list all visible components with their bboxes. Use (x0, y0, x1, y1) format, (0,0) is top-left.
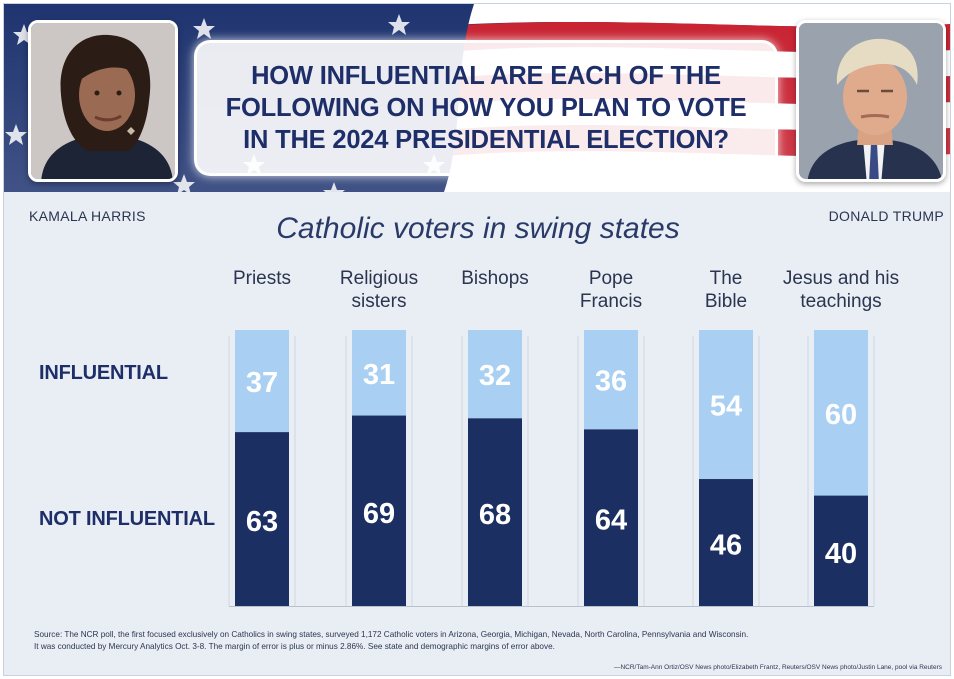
category-label: Bishops (461, 268, 529, 289)
value-label-not-influential: 68 (479, 499, 511, 531)
category-label: Pope Francis (580, 268, 642, 312)
value-label-not-influential: 69 (363, 498, 395, 530)
value-label-not-influential: 63 (246, 506, 278, 538)
photo-credit: —NCR/Tam-Ann Ortiz/OSV News photo/Elizab… (613, 664, 942, 671)
bar-influential (814, 330, 868, 496)
question-line: HOW INFLUENTIAL ARE EACH OF THE (251, 62, 721, 90)
legend-not-influential: NOT INFLUENTIAL (39, 508, 215, 530)
value-label-influential: 31 (363, 359, 395, 391)
value-label-influential: 54 (710, 391, 742, 423)
value-label-influential: 36 (595, 366, 627, 398)
bar-influential (352, 330, 406, 416)
left-candidate-name: KAMALA HARRIS (29, 208, 146, 224)
bar-influential (699, 330, 753, 480)
category-label: Priests (233, 268, 291, 289)
source-note: Source: The NCR poll, the first focused … (34, 629, 934, 653)
value-label-not-influential: 46 (710, 530, 742, 562)
right-candidate-name: DONALD TRUMP (828, 208, 944, 224)
question-title: HOW INFLUENTIAL ARE EACH OF THE FOLLOWIN… (226, 60, 747, 156)
category-label: The Bible (705, 268, 747, 312)
value-label-influential: 32 (479, 360, 511, 392)
value-label-not-influential: 64 (595, 505, 627, 537)
legend-influential: INFLUENTIAL (39, 362, 168, 384)
bar-not-influential (584, 429, 638, 606)
stacked-bar-chart: 37 63 Priests 31 69 Religious sisters 32 68 Bisho… (228, 268, 899, 607)
bar-influential (468, 330, 522, 419)
bar-not-influential (235, 432, 289, 606)
donald-trump-photo (796, 20, 946, 182)
category-label: Religious sisters (340, 268, 418, 312)
header-banner: HOW INFLUENTIAL ARE EACH OF THE FOLLOWIN… (4, 4, 950, 192)
bar-not-influential (352, 415, 406, 606)
infographic: HOW INFLUENTIAL ARE EACH OF THE FOLLOWIN… (3, 3, 951, 676)
category-label: Jesus and his teachings (783, 268, 899, 312)
bar-not-influential (814, 495, 868, 606)
chart-subtitle: Catholic voters in swing states (276, 212, 680, 245)
source-line: Source: The NCR poll, the first focused … (34, 630, 749, 639)
source-line: It was conducted by Mercury Analytics Oc… (34, 642, 555, 651)
bar-influential (584, 330, 638, 430)
value-label-not-influential: 40 (825, 538, 857, 570)
bar-not-influential (699, 479, 753, 606)
value-label-influential: 37 (246, 367, 278, 399)
value-label-influential: 60 (825, 399, 857, 431)
question-panel: HOW INFLUENTIAL ARE EACH OF THE FOLLOWIN… (194, 40, 778, 176)
kamala-harris-photo (28, 20, 178, 182)
question-line: IN THE 2024 PRESIDENTIAL ELECTION? (243, 126, 729, 154)
question-line: FOLLOWING ON HOW YOU PLAN TO VOTE (225, 94, 747, 122)
bar-influential (235, 330, 289, 433)
bar-not-influential (468, 418, 522, 606)
